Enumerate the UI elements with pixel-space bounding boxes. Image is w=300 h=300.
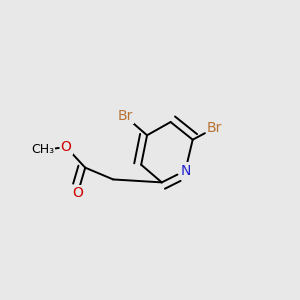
Text: Br: Br [207, 121, 223, 135]
Text: Br: Br [117, 109, 133, 123]
Text: O: O [72, 186, 83, 200]
Text: CH₃: CH₃ [31, 143, 54, 157]
Text: N: N [180, 164, 190, 178]
Text: O: O [61, 140, 71, 154]
